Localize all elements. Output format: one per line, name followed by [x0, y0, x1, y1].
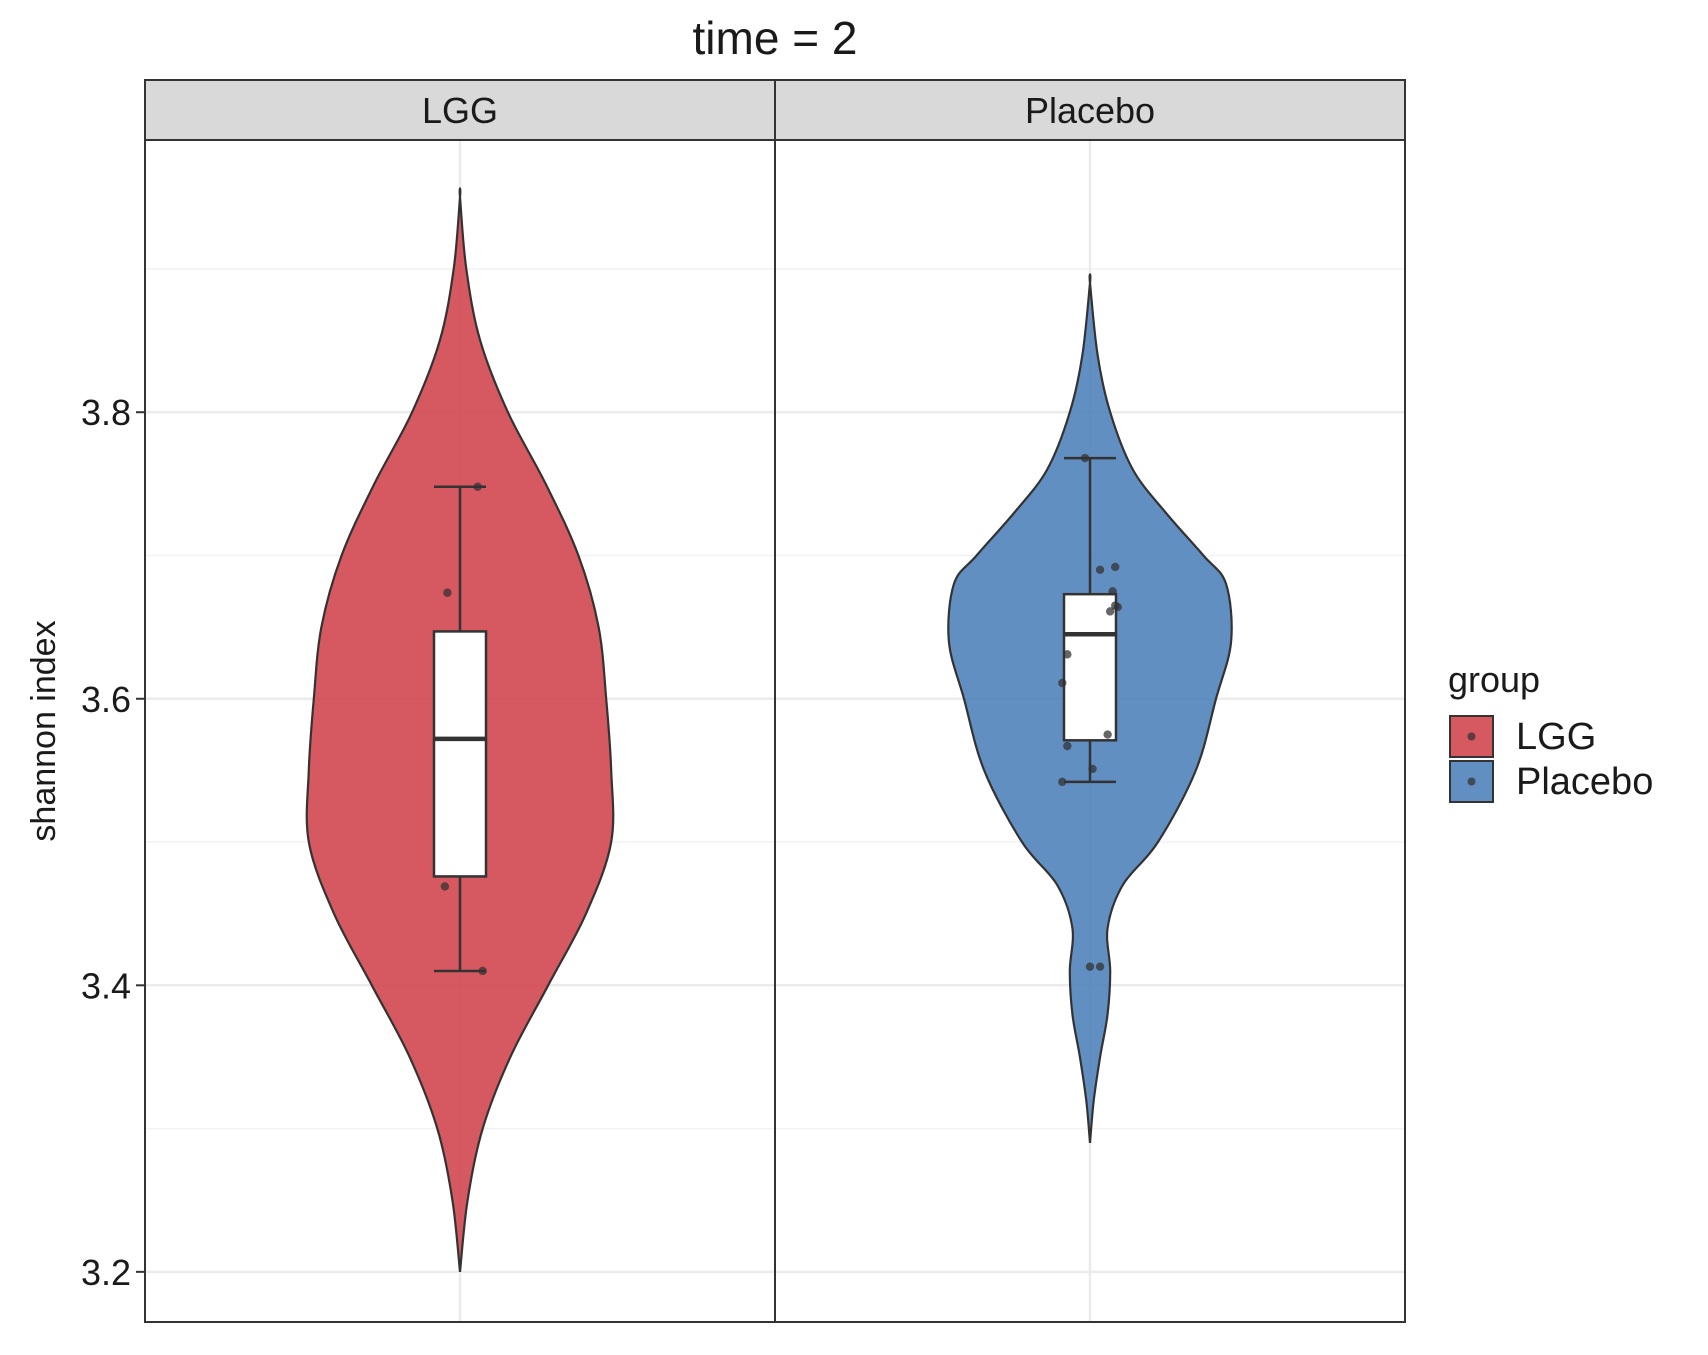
chart-title: time = 2 — [693, 12, 858, 64]
data-point — [1105, 607, 1115, 616]
legend-label-placebo: Placebo — [1516, 761, 1653, 803]
y-tick-label: 3.2 — [81, 1252, 131, 1293]
data-point — [1108, 587, 1117, 596]
legend-key-point — [1467, 732, 1476, 741]
y-tick-label: 3.6 — [81, 679, 131, 720]
data-point — [1080, 453, 1090, 463]
data-point — [1103, 730, 1112, 739]
data-point — [443, 588, 452, 597]
data-point — [1095, 565, 1105, 575]
data-point — [1095, 962, 1105, 971]
y-tick-label: 3.4 — [81, 965, 131, 1006]
box-iqr — [432, 630, 488, 878]
facet-panel-placebo: Placebo — [774, 79, 1406, 1323]
data-point — [1085, 962, 1095, 971]
data-point — [1058, 678, 1067, 688]
legend-title: group — [1448, 659, 1540, 700]
data-point — [440, 882, 450, 891]
facet-strip-label: LGG — [422, 90, 498, 131]
data-point — [478, 966, 487, 976]
y-tick-label: 3.8 — [81, 392, 131, 433]
data-point — [1058, 777, 1067, 787]
facet-strip — [774, 79, 1406, 141]
legend-key-point — [1467, 777, 1476, 786]
y-axis-ticks: 3.2 3.4 3.6 3.8 — [81, 392, 145, 1293]
data-point — [1063, 741, 1072, 751]
data-point — [1111, 601, 1120, 610]
y-axis-label: shannon index — [25, 620, 63, 841]
legend-label-lgg: LGG — [1516, 716, 1596, 758]
facet-panel-lgg: LGG — [144, 79, 776, 1323]
data-point — [473, 482, 482, 491]
facet-strip — [144, 79, 776, 141]
panels-layer: LGG Placebo — [144, 79, 1406, 1323]
box-iqr — [1062, 592, 1118, 742]
data-point — [1063, 650, 1072, 659]
data-point — [1088, 764, 1097, 774]
facet-strip-label: Placebo — [1025, 90, 1155, 131]
data-point — [1111, 562, 1120, 572]
